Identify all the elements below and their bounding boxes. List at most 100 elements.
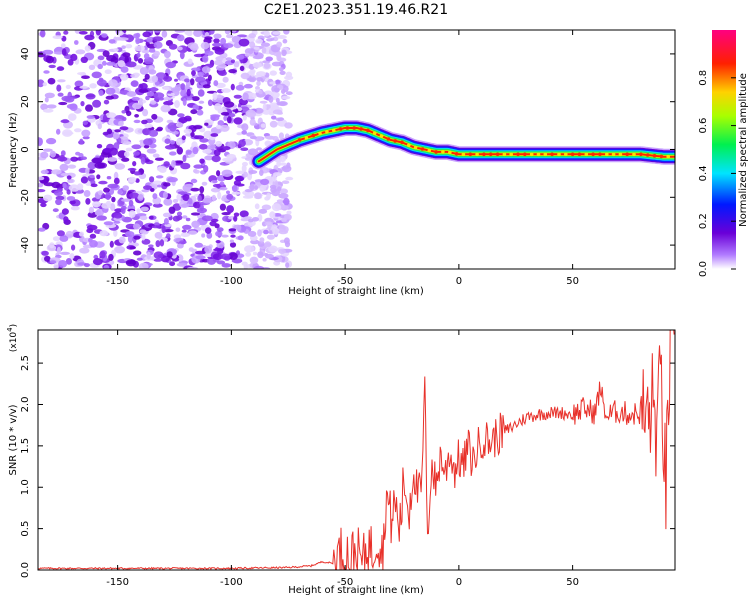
noise-speckle: [259, 185, 266, 192]
noise-speckle: [201, 233, 206, 238]
signal-peak-dot: [516, 152, 520, 157]
noise-speckle: [79, 231, 84, 237]
noise-speckle: [239, 210, 249, 218]
noise-speckle: [106, 61, 116, 66]
noise-speckle: [42, 82, 47, 87]
noise-speckle: [38, 182, 44, 188]
noise-speckle: [281, 180, 290, 184]
spectrogram-y-ticks: -40 -20 0 20 40: [20, 48, 675, 253]
spectrogram-x-tick-label: 50: [566, 276, 579, 287]
noise-speckle: [127, 176, 137, 183]
noise-speckle: [91, 71, 102, 79]
signal-peak-dot: [550, 152, 554, 157]
noise-speckle: [215, 240, 221, 244]
noise-speckle: [56, 128, 61, 135]
spectrogram-y-tick-label: -40: [20, 237, 31, 253]
noise-speckle: [151, 113, 158, 120]
noise-speckle: [125, 259, 137, 267]
noise-speckle: [275, 117, 284, 122]
noise-speckle: [137, 58, 144, 64]
signal-peak-dot: [543, 152, 548, 157]
noise-speckle: [105, 112, 117, 119]
noise-speckle: [255, 86, 260, 90]
noise-speckle: [268, 245, 278, 253]
noise-speckle: [141, 189, 150, 193]
noise-speckle: [285, 176, 294, 181]
noise-speckle: [38, 189, 46, 193]
noise-speckle: [118, 236, 126, 244]
noise-speckle: [233, 117, 243, 125]
noise-speckle: [217, 248, 224, 255]
noise-speckle: [273, 87, 280, 93]
noise-speckle: [192, 146, 199, 155]
figure-title: C2E1.2023.351.19.46.R21: [264, 2, 448, 18]
noise-speckle: [236, 54, 245, 60]
noise-speckle: [193, 169, 200, 174]
noise-speckle: [129, 192, 140, 199]
noise-speckle: [216, 227, 224, 233]
noise-speckle: [235, 84, 245, 91]
noise-speckle: [180, 232, 190, 238]
signal-peak-dot: [618, 152, 623, 157]
noise-speckle: [224, 30, 231, 35]
noise-speckle: [248, 33, 256, 39]
noise-speckle: [80, 176, 88, 184]
noise-speckle: [214, 48, 225, 55]
noise-speckle: [158, 97, 164, 101]
noise-speckle: [203, 165, 209, 173]
noise-speckle: [261, 47, 267, 54]
noise-speckle: [41, 250, 49, 256]
noise-speckle: [86, 115, 95, 119]
colorbar-tick-label: 0.6: [698, 118, 709, 134]
noise-speckle: [185, 183, 194, 187]
snr-y-tick-label: 2.0: [20, 397, 31, 413]
noise-speckle: [249, 41, 256, 49]
noise-speckle: [264, 196, 270, 201]
noise-speckle: [121, 207, 126, 214]
noise-speckle: [263, 30, 270, 37]
noise-speckle: [242, 114, 247, 121]
noise-speckle: [219, 181, 225, 186]
noise-speckle: [275, 97, 280, 103]
noise-speckle: [61, 48, 67, 56]
noise-speckle: [182, 215, 188, 219]
signal-peak-dot: [345, 126, 350, 130]
noise-speckle: [126, 91, 137, 97]
noise-speckle: [57, 92, 64, 97]
noise-speckle: [43, 182, 55, 187]
noise-speckle: [56, 230, 65, 237]
noise-speckle: [235, 170, 246, 174]
noise-speckle: [191, 141, 198, 149]
noise-speckle: [70, 206, 80, 211]
noise-speckle: [272, 174, 277, 182]
noise-speckle: [168, 206, 176, 214]
noise-speckle: [207, 74, 212, 82]
noise-speckle: [282, 38, 288, 44]
noise-speckle: [278, 132, 284, 140]
noise-speckle: [143, 138, 153, 146]
noise-speckle: [65, 84, 71, 90]
noise-speckle: [281, 165, 292, 173]
noise-speckle: [97, 190, 103, 196]
noise-speckle: [163, 86, 170, 90]
noise-speckle: [253, 46, 260, 50]
snr-x-tick-label: -100: [220, 577, 243, 588]
signal-peak-dot: [311, 133, 316, 138]
noise-speckle: [182, 224, 192, 230]
noise-speckle: [247, 230, 257, 237]
noise-speckle: [40, 103, 48, 111]
noise-speckle: [175, 227, 181, 232]
noise-speckle: [243, 83, 253, 89]
noise-speckle: [209, 30, 215, 35]
signal-peak-dot: [427, 148, 432, 153]
noise-speckle: [193, 164, 204, 169]
noise-speckle: [229, 239, 234, 243]
noise-speckle: [56, 84, 62, 92]
noise-speckle: [182, 98, 187, 106]
noise-speckle: [120, 66, 129, 73]
noise-speckle: [210, 187, 221, 193]
noise-speckle: [108, 253, 114, 261]
noise-speckle: [210, 133, 219, 137]
noise-speckle: [44, 92, 55, 99]
noise-speckle: [139, 215, 148, 221]
